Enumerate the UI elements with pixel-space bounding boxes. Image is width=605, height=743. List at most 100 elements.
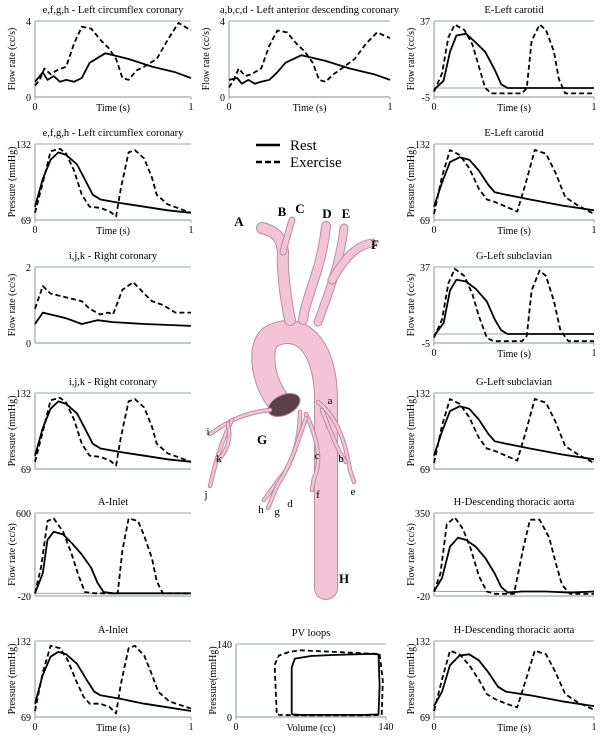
y-tick-label: 132 — [16, 637, 31, 648]
x-tick-label: 1 — [189, 102, 194, 113]
vessel-label-g: G — [257, 432, 267, 447]
y-tick-label: 2 — [26, 263, 31, 274]
coronary-branch — [320, 408, 348, 464]
series-line-solid-rest — [34, 530, 191, 595]
x-axis-label: Volume (cc) — [287, 723, 336, 734]
series-line-solid-rest — [433, 653, 595, 707]
vessel-label-f: F — [371, 237, 379, 252]
y-tick-label: 69 — [21, 216, 31, 227]
subclavian-branch — [328, 239, 376, 284]
chart-h_pressure: H-Descending thoracic aorta 69 132 0 1 Time (… — [406, 625, 597, 734]
y-axis-label: Flow rate (cc/s) — [406, 523, 417, 586]
y-axis-label: Pressure(mmHg) — [208, 646, 219, 714]
aorta — [252, 321, 337, 599]
series-line-dashed-exercise — [433, 398, 595, 464]
branch-label-g: g — [274, 506, 280, 518]
series-line-solid-rest — [34, 400, 192, 463]
chart-pv_loops: PV loops 0 140 0 140 Volume (cc) Pressure(mmHg… — [208, 628, 394, 734]
chart-title: e,f,g,h - Left circumflex coronary — [43, 128, 185, 139]
vessel-label-d: D — [322, 206, 331, 221]
y-axis-label: Pressure (mmHg) — [406, 147, 417, 218]
series-line-solid-rest — [34, 311, 192, 327]
x-axis-label: Time (s) — [293, 103, 327, 114]
x-tick-label: 0 — [432, 225, 437, 236]
y-tick-label: 4 — [26, 17, 31, 28]
y-tick-label: 69 — [21, 465, 31, 476]
y-axis-label: Pressure (mmHg) — [406, 644, 417, 715]
chart-title: E-Left carotid — [484, 128, 544, 139]
x-tick-label: 1 — [592, 722, 597, 733]
vessel-label-h: H — [339, 571, 349, 586]
y-tick-label: 0 — [220, 93, 225, 104]
x-axis-label: Time (s) — [96, 723, 130, 734]
series-line-dashed-exercise — [433, 267, 594, 343]
y-tick-label: 132 — [415, 140, 430, 151]
series-line-dashed-exercise — [228, 29, 391, 88]
chart-title: G-Left subclavian — [476, 251, 553, 262]
chart-title: A-Inlet — [98, 625, 128, 636]
x-tick-label: 0 — [432, 102, 437, 113]
y-axis-label: Flow rate (cc/s) — [7, 274, 18, 337]
chart-lad_flow: a,b,c,d - Left anterior descending coron… — [201, 5, 400, 114]
branch-label-b: b — [338, 453, 344, 465]
branch-label-e: e — [351, 486, 356, 498]
chart-title: a,b,c,d - Left anterior descending coron… — [220, 5, 400, 16]
coronary-branch — [208, 408, 272, 436]
x-tick-label: 0 — [33, 225, 38, 236]
chart-title: PV loops — [292, 628, 331, 639]
aorta-model: A B C D E F G Ha b c d e f gh i j k — [203, 201, 379, 600]
y-tick-label: 132 — [415, 637, 430, 648]
y-axis-label: Pressure (mmHg) — [7, 396, 18, 467]
series-line-dashed-exercise — [34, 281, 191, 316]
y-tick-label: 600 — [16, 509, 31, 520]
y-axis-label: Pressure (mmHg) — [7, 147, 18, 218]
x-tick-label: 0 — [33, 102, 38, 113]
chart-title: i,j,k - Right coronary — [69, 251, 158, 262]
chart-lcar_pressure: E-Left carotid 69 132 0 1 Time (s) Pressure (m… — [406, 128, 597, 237]
y-axis-label: Flow rate (cc/s) — [406, 28, 417, 91]
y-axis-label: Flow rate (cc/s) — [7, 523, 18, 586]
y-tick-label: 4 — [220, 17, 225, 28]
x-tick-label: 0 — [33, 722, 38, 733]
coronary-branch — [304, 412, 320, 492]
y-axis-label: Flow rate (cc/s) — [201, 28, 212, 91]
branch-label-i: i — [206, 426, 209, 438]
series-line-dashed-exercise — [34, 21, 192, 87]
series-line-solid-rest — [228, 54, 391, 85]
series-line-solid-rest — [34, 651, 192, 712]
x-tick-label: 1 — [189, 225, 194, 236]
x-tick-label: 1 — [592, 102, 597, 113]
y-tick-label: 132 — [16, 140, 31, 151]
branch-label-k: k — [216, 453, 222, 465]
x-tick-label: 140 — [379, 722, 394, 733]
chart-title: H-Descending thoracic aorta — [454, 497, 575, 508]
series-line-dashed-exercise — [34, 517, 191, 595]
chart-h_flow: H-Descending thoracic aorta -20 350 Flow ra… — [406, 497, 595, 603]
branch-label-d: d — [287, 498, 293, 510]
chart-lcx_pressure: e,f,g,h - Left circumflex coronary 69 132 0… — [7, 128, 194, 237]
y-axis-label: Pressure (mmHg) — [7, 644, 18, 715]
y-tick-label: 0 — [26, 93, 31, 104]
branch-label-j: j — [203, 489, 207, 501]
x-axis-label: Time (s) — [497, 103, 531, 114]
y-axis-label: Pressure (mmHg) — [406, 396, 417, 467]
coronary-branch-outline — [207, 407, 273, 437]
y-tick-label: 0 — [26, 339, 31, 350]
legend-rest-label: Rest — [290, 138, 318, 154]
y-tick-label: 0 — [227, 713, 232, 724]
coronary-branch — [266, 416, 308, 510]
series-line-solid-rest — [433, 405, 595, 461]
x-tick-label: 0 — [432, 722, 437, 733]
y-tick-label: -5 — [422, 93, 430, 104]
chart-title: G-Left subclavian — [476, 377, 553, 388]
coronary-branch — [316, 400, 356, 484]
y-tick-label: 132 — [415, 389, 430, 400]
series-line-dashed-exercise — [433, 149, 595, 215]
y-tick-label: 140 — [217, 640, 232, 651]
series-line-solid-rest — [433, 156, 595, 212]
x-tick-label: 1 — [189, 722, 194, 733]
series-line-dashed-exercise — [34, 147, 192, 218]
chart-lcar_flow: E-Left carotid -5 37 0 1 Time (s) Flow rate (c… — [406, 5, 597, 114]
